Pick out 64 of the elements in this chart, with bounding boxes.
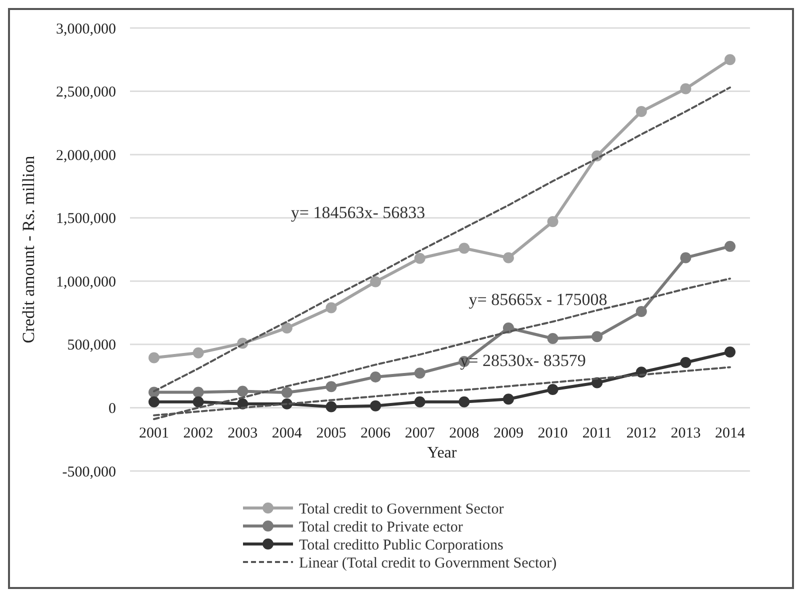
point (680, 357, 692, 368)
point (192, 396, 204, 408)
x-tick-label: 2010 (538, 426, 568, 442)
x-tick-label: 2002 (183, 426, 214, 442)
point (148, 396, 160, 408)
legend-label: Total creditto Public Corporations (299, 537, 504, 554)
x-tick-label: 2004 (272, 426, 302, 442)
y-tick-label: 3,000,000 (56, 21, 116, 38)
y-tick-label: 2,500,000 (56, 84, 116, 101)
point (680, 83, 692, 94)
point (680, 252, 692, 264)
y-tick-label: 1,000,000 (56, 274, 116, 290)
y-tick-label: 500,000 (67, 338, 116, 354)
point (414, 368, 426, 379)
legend-label: Total credit to Private ector (299, 519, 463, 536)
point (458, 242, 470, 254)
point (414, 252, 426, 264)
point (326, 401, 337, 412)
point (192, 347, 204, 358)
y-axis-title: Credit amount - Rs. million (19, 155, 38, 344)
x-tick-label: 2013 (670, 426, 701, 442)
x-tick-label: 2008 (449, 426, 480, 442)
point (724, 54, 736, 66)
point (192, 386, 204, 398)
line-series (153, 278, 731, 420)
legend-label: Total credit to Government Sector (299, 501, 504, 518)
point (636, 106, 647, 118)
point (148, 352, 160, 364)
point (547, 216, 558, 228)
x-tick-label: 2012 (626, 426, 656, 442)
point (281, 387, 292, 398)
point (636, 306, 647, 318)
point (414, 396, 426, 408)
annotation: y= 85665x - 175008 (468, 290, 608, 309)
point (370, 400, 382, 412)
y-tick-label: 0 (108, 400, 116, 417)
point (281, 322, 292, 334)
y-tick-label: -500,000 (62, 464, 116, 480)
x-tick-label: 2003 (228, 426, 258, 442)
point (370, 371, 382, 382)
y-tick-label: 1,500,000 (56, 211, 116, 228)
point (502, 394, 514, 405)
x-tick-label: 2007 (404, 426, 436, 442)
annotation: y= 184563x- 56833 (290, 203, 426, 222)
point (724, 346, 736, 358)
legend-label: Linear (Total credit to Government Sector) (299, 555, 557, 572)
x-axis-title: Year (427, 444, 458, 462)
x-tick-label: 2009 (493, 426, 524, 442)
x-tick-label: 2006 (360, 426, 392, 442)
point (370, 276, 382, 288)
y-tick-label: 2,000,000 (56, 148, 116, 164)
x-tick-label: 2001 (139, 426, 169, 442)
point (326, 381, 337, 392)
x-tick-label: 2005 (316, 426, 346, 442)
point (592, 331, 603, 342)
x-tick-label: 2011 (582, 426, 612, 442)
x-tick-label: 2014 (715, 426, 746, 442)
point (237, 386, 248, 397)
point (547, 384, 558, 395)
point (458, 396, 470, 408)
point (502, 252, 514, 264)
point (326, 302, 337, 314)
point (724, 240, 736, 252)
point (547, 332, 558, 344)
